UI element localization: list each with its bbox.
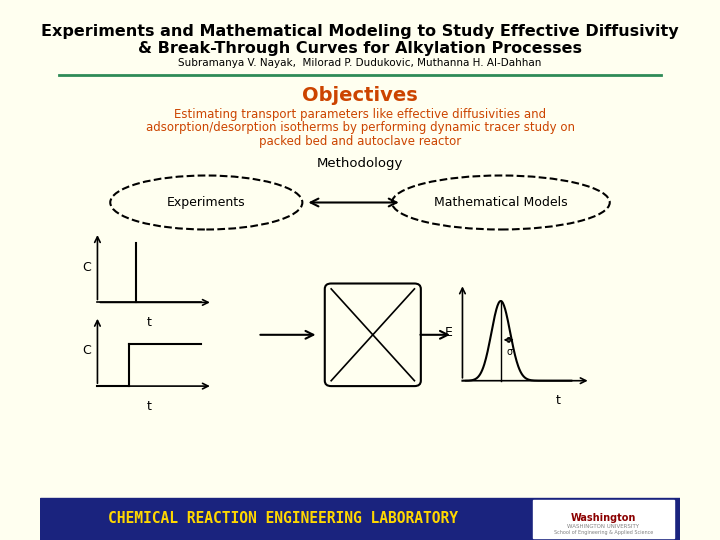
Text: & Break-Through Curves for Alkylation Processes: & Break-Through Curves for Alkylation Pr… bbox=[138, 40, 582, 56]
Text: C: C bbox=[82, 345, 91, 357]
Text: Experiments: Experiments bbox=[167, 196, 246, 209]
Text: CHEMICAL REACTION ENGINEERING LABORATORY: CHEMICAL REACTION ENGINEERING LABORATORY bbox=[108, 511, 458, 526]
Text: Washington: Washington bbox=[571, 513, 636, 523]
Text: adsorption/desorption isotherms by performing dynamic tracer study on: adsorption/desorption isotherms by perfo… bbox=[145, 122, 575, 134]
Text: Experiments and Mathematical Modeling to Study Effective Diffusivity: Experiments and Mathematical Modeling to… bbox=[41, 24, 679, 39]
Text: E: E bbox=[445, 326, 453, 339]
Text: t: t bbox=[147, 316, 152, 329]
Text: t: t bbox=[556, 394, 561, 407]
Text: t: t bbox=[147, 400, 152, 413]
Text: packed bed and autoclave reactor: packed bed and autoclave reactor bbox=[259, 135, 461, 148]
Text: C: C bbox=[82, 261, 91, 274]
Text: Estimating transport parameters like effective diffusivities and: Estimating transport parameters like eff… bbox=[174, 108, 546, 121]
Text: Objectives: Objectives bbox=[302, 86, 418, 105]
Text: WASHINGTON UNIVERSITY: WASHINGTON UNIVERSITY bbox=[567, 524, 639, 529]
Text: School of Engineering & Applied Science: School of Engineering & Applied Science bbox=[554, 530, 653, 535]
Text: Subramanya V. Nayak,  Milorad P. Dudukovic, Muthanna H. Al-Dahhan: Subramanya V. Nayak, Milorad P. Dudukovi… bbox=[179, 58, 541, 68]
Text: Methodology: Methodology bbox=[317, 157, 403, 170]
Text: σ: σ bbox=[506, 347, 512, 357]
FancyBboxPatch shape bbox=[533, 500, 674, 538]
Text: Mathematical Models: Mathematical Models bbox=[434, 196, 567, 209]
FancyBboxPatch shape bbox=[40, 498, 680, 540]
